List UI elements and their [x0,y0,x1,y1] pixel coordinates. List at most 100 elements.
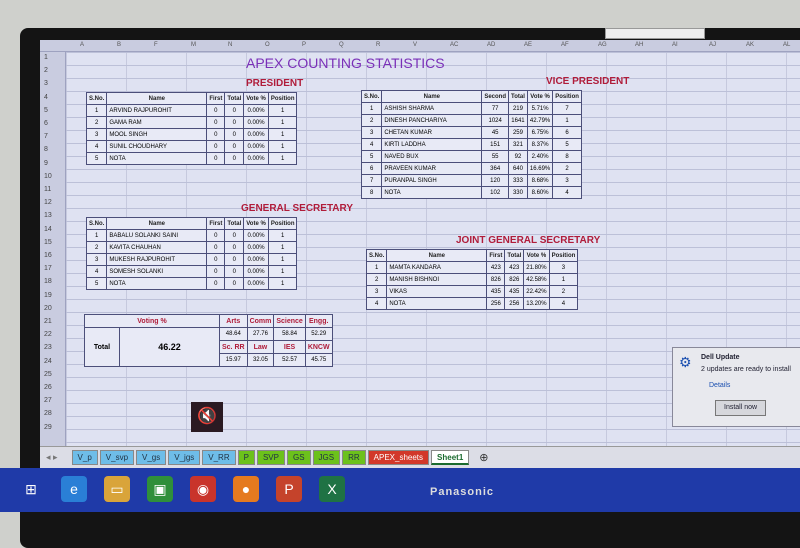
table-cell[interactable]: 2 [365,273,388,286]
table-cell[interactable]: 1 [365,261,388,274]
table-cell[interactable]: NOTA [386,297,488,310]
table-cell[interactable]: PRAVEEN KUMAR [381,162,483,175]
table-cell[interactable]: 8 [552,150,582,163]
table-cell[interactable]: 22.42% [523,285,550,298]
column-header[interactable]: O [265,42,270,48]
table-cell[interactable]: 1024 [481,114,510,127]
table-cell[interactable]: 330 [508,186,528,199]
table-cell[interactable]: 1 [267,229,298,242]
table-cell[interactable]: 1 [85,229,108,242]
table-cell[interactable]: 1 [360,102,383,115]
table-cell[interactable]: 0 [224,241,245,254]
row-header[interactable]: 3 [44,80,48,88]
table-cell[interactable]: 8 [360,186,383,199]
table-cell[interactable]: 16.69% [526,162,554,175]
column-header[interactable]: AI [672,42,678,48]
table-cell[interactable]: MOOL SINGH [106,128,208,141]
table-cell[interactable]: 0.00% [243,241,269,254]
row-header[interactable]: 2 [44,67,48,75]
table-cell[interactable]: 256 [504,297,525,310]
column-header[interactable]: AE [524,42,533,48]
table-cell[interactable]: 4 [552,186,582,199]
column-header[interactable]: V [413,42,418,48]
table-cell[interactable]: NAVED BUX [381,150,483,163]
row-header[interactable]: 5 [44,106,48,114]
table-cell[interactable]: 0 [206,265,226,278]
row-header[interactable]: 15 [44,238,52,246]
table-cell[interactable]: 0.00% [243,104,269,117]
sheet-tab[interactable]: V_RR [202,450,236,465]
table-cell[interactable]: 4 [85,265,108,278]
column-header[interactable]: AH [635,42,644,48]
sheet-tab[interactable]: GS [286,450,311,465]
table-cell[interactable]: 0.00% [243,265,269,278]
tab-scroll-arrows[interactable]: ◂ ▸ [46,452,58,462]
column-header[interactable]: AC [450,42,459,48]
table-cell[interactable]: 55 [481,150,510,163]
table-cell[interactable]: 0 [206,104,226,117]
table-cell[interactable]: 6 [552,126,582,139]
table-cell[interactable]: SUNIL CHOUDHARY [106,140,208,153]
column-header[interactable]: F [154,42,158,48]
store-icon[interactable]: ▣ [147,476,173,502]
table-cell[interactable]: 77 [481,102,510,115]
table-cell[interactable]: 2 [548,285,579,298]
row-header[interactable]: 14 [44,225,52,233]
table-cell[interactable]: 8.60% [526,186,554,199]
excel-icon[interactable]: X [319,476,345,502]
internet-explorer-icon[interactable]: e [61,476,87,502]
table-cell[interactable]: 0 [224,253,245,266]
row-header[interactable]: 6 [44,120,48,127]
table-cell[interactable]: 1 [267,140,298,153]
column-header[interactable]: N [228,42,233,48]
table-cell[interactable]: 1 [85,104,108,117]
column-header[interactable]: AJ [709,42,717,48]
row-header[interactable]: 12 [44,199,52,207]
sheet-tab[interactable]: JGS [312,450,341,465]
row-header[interactable]: 16 [44,252,52,259]
table-cell[interactable]: 640 [508,162,528,175]
table-cell[interactable]: CHETAN KUMAR [381,126,483,139]
table-cell[interactable]: 0 [224,277,245,290]
table-cell[interactable]: NOTA [106,152,208,165]
row-header[interactable]: 9 [44,159,48,167]
table-cell[interactable]: DINESH PANCHARIYA [381,114,483,127]
sheet-tab[interactable]: RR [342,450,366,465]
table-cell[interactable]: 42.58% [523,273,550,286]
row-header[interactable]: 11 [44,186,52,193]
table-cell[interactable]: 423 [504,261,525,274]
table-cell[interactable]: 45 [481,126,510,139]
table-cell[interactable]: KIRTI LADDHA [381,138,483,151]
table-cell[interactable]: 0 [224,128,245,141]
table-cell[interactable]: 259 [508,126,528,139]
table-cell[interactable]: 8.37% [526,138,554,151]
sheet-tab[interactable]: P [237,450,255,465]
sheet-tab[interactable]: SVP [256,450,285,465]
table-cell[interactable]: 0.00% [243,152,269,165]
table-cell[interactable]: 826 [504,273,525,286]
sheet-tab[interactable]: V_svp [99,450,135,465]
row-header[interactable]: 7 [44,133,48,141]
table-cell[interactable]: PURANPAL SINGH [381,174,483,187]
table-cell[interactable]: 5 [85,152,108,165]
table-cell[interactable]: 0.00% [243,277,269,290]
chrome-icon[interactable]: ◉ [190,476,216,502]
table-cell[interactable]: 0.00% [243,253,269,266]
column-header[interactable]: P [302,42,307,48]
table-cell[interactable]: 364 [481,162,510,175]
table-cell[interactable]: 423 [486,261,506,274]
table-cell[interactable]: 1 [267,253,298,266]
table-cell[interactable]: 13.20% [523,297,550,310]
table-cell[interactable]: KAVITA CHAUHAN [106,241,208,254]
table-cell[interactable]: 3 [548,261,579,274]
table-cell[interactable]: 826 [486,273,506,286]
sheet-tab[interactable]: V_p [71,450,98,465]
table-cell[interactable]: 435 [486,285,506,298]
table-cell[interactable]: 7 [360,174,383,187]
table-cell[interactable]: 1 [267,277,298,290]
table-cell[interactable]: 4 [365,297,388,310]
table-cell[interactable]: NOTA [381,186,483,199]
table-cell[interactable]: 3 [552,174,582,187]
table-cell[interactable]: 8.68% [526,174,554,187]
table-cell[interactable]: 2.40% [526,150,554,163]
